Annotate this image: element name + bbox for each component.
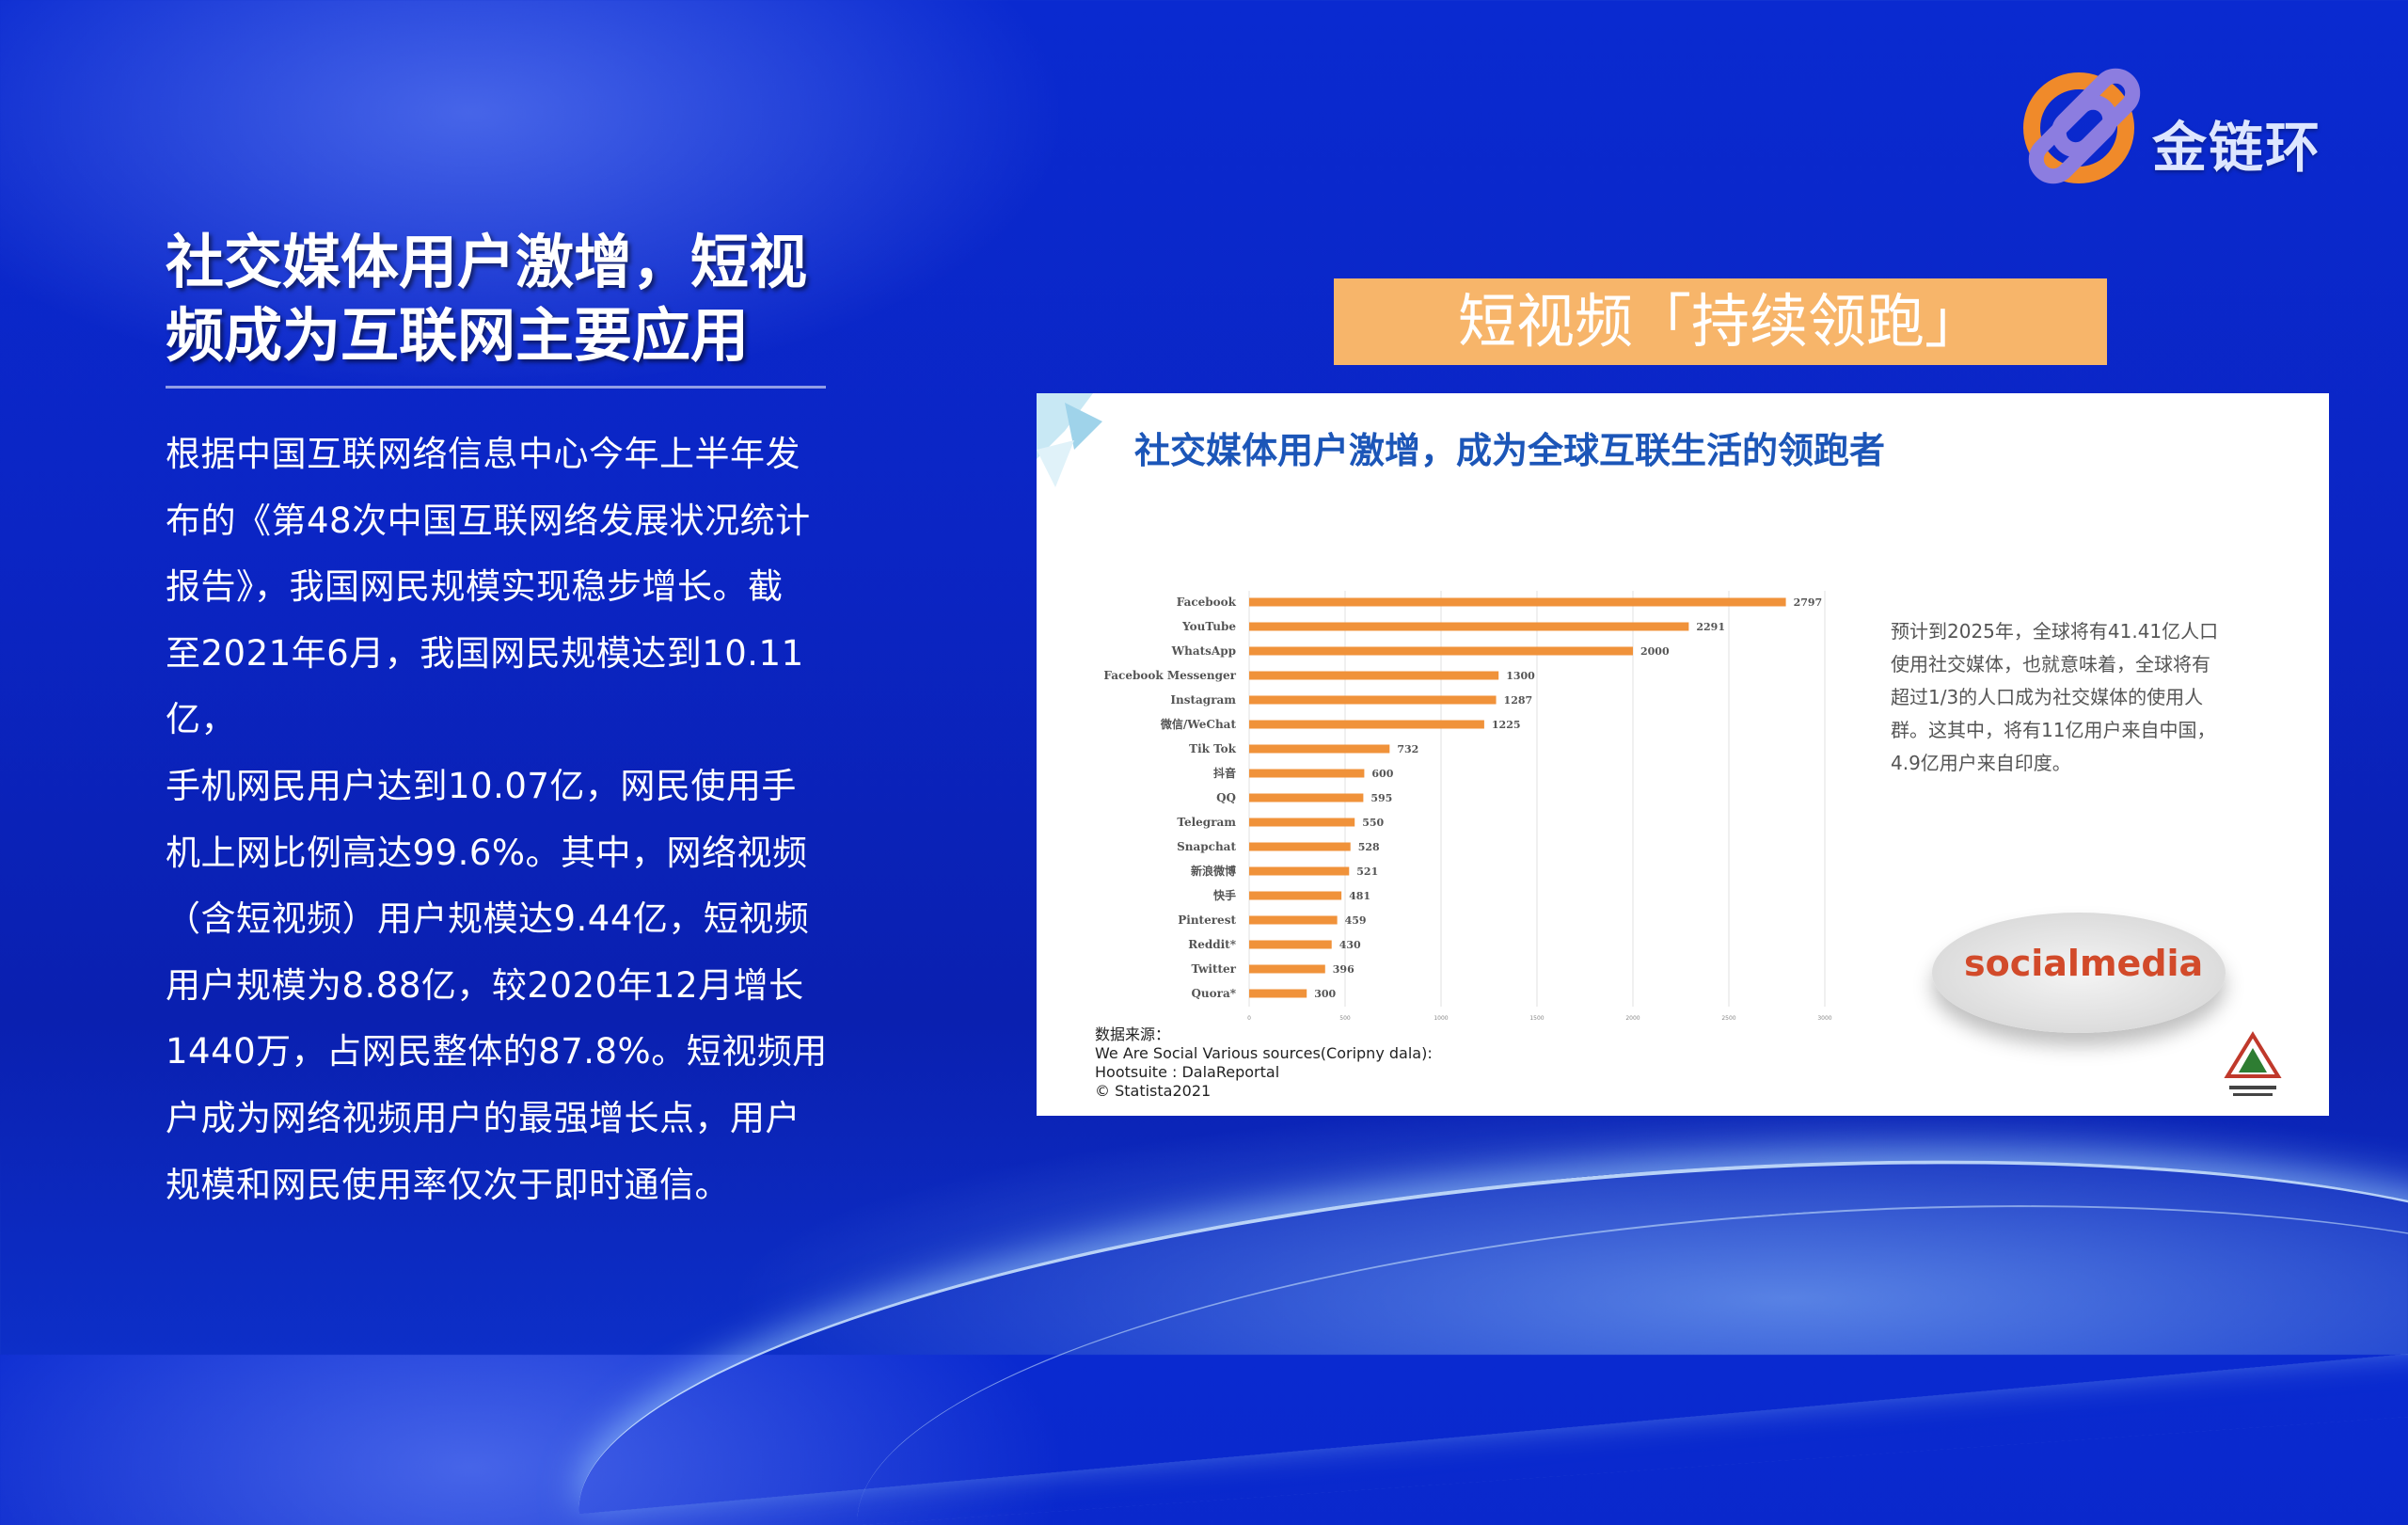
value-label: 1300 bbox=[1506, 670, 1535, 682]
category-label: Twitter bbox=[1191, 962, 1236, 976]
category-label: 微信/WeChat bbox=[1160, 717, 1237, 731]
paragraph-line: （含短视频）用户规模达9.44亿，短视频 bbox=[166, 898, 810, 940]
chart-card: 社交媒体用户激增，成为全球互联生活的领跑者 0 500 1000 1500 2000 25… bbox=[1037, 393, 2329, 1116]
value-label: 459 bbox=[1345, 914, 1367, 927]
university-emblem-icon bbox=[2224, 1031, 2282, 1096]
social-word: social bbox=[1964, 943, 2080, 984]
category-label: Quora* bbox=[1191, 987, 1236, 1000]
brand-logo: 金链环 bbox=[2020, 55, 2359, 196]
social-media-wordmark: socialmedia bbox=[1964, 943, 2203, 984]
value-label: 521 bbox=[1356, 866, 1378, 878]
page-heading: 社交媒体用户激增，短视 频成为互联网主要应用 bbox=[166, 226, 843, 373]
category-label: Tik Tok bbox=[1189, 742, 1237, 755]
bar-chart: 0 500 1000 1500 2000 2500 3000 Facebook 2797 YouT… bbox=[1103, 591, 1832, 1022]
paragraph-line: 用户规模为8.88亿，较2020年12月增长 bbox=[166, 964, 804, 1006]
paragraph-line: 报告》，我国网民规模实现稳步增长。截 bbox=[166, 566, 784, 608]
category-label: Facebook Messenger bbox=[1103, 669, 1236, 682]
value-label: 2797 bbox=[1794, 596, 1823, 609]
bar bbox=[1249, 769, 1365, 778]
bar bbox=[1249, 842, 1351, 851]
bar bbox=[1249, 915, 1338, 925]
brand-name: 金链环 bbox=[2152, 116, 2322, 180]
heading-divider bbox=[166, 386, 826, 389]
source-line: © Statista2021 bbox=[1095, 1082, 1212, 1100]
x-tick-label: 500 bbox=[1339, 1015, 1351, 1022]
category-label: Facebook bbox=[1177, 596, 1237, 609]
paragraph-line: 布的《第48次中国互联网络发展状况统计 bbox=[166, 500, 811, 541]
value-label: 2000 bbox=[1640, 645, 1670, 658]
bar bbox=[1249, 964, 1325, 974]
bar bbox=[1249, 597, 1786, 607]
value-label: 600 bbox=[1371, 768, 1393, 780]
category-label: 新浪微博 bbox=[1191, 864, 1236, 878]
value-label: 396 bbox=[1333, 963, 1354, 976]
value-label: 528 bbox=[1358, 841, 1380, 853]
category-label: Snapchat bbox=[1177, 840, 1236, 853]
bar bbox=[1249, 793, 1364, 802]
paragraph-line: 规模和网民使用率仅次于即时通信。 bbox=[166, 1164, 730, 1205]
category-label: WhatsApp bbox=[1171, 644, 1236, 658]
value-label: 550 bbox=[1362, 817, 1384, 829]
chain-link-icon bbox=[2023, 68, 2141, 184]
side-note-line: 预计到2025年，全球将有41.41亿人口 bbox=[1891, 620, 2219, 643]
paragraph-line: 至2021年6月，我国网民规模达到10.11亿， bbox=[166, 632, 804, 740]
x-tick-label: 2500 bbox=[1721, 1015, 1735, 1022]
x-tick-label: 1500 bbox=[1529, 1015, 1544, 1022]
paragraph-line: 机上网比例高达99.6%。其中，网络视频 bbox=[166, 832, 808, 873]
bar bbox=[1249, 646, 1633, 656]
source-note: 数据来源： We Are Social Various sources(Cori… bbox=[1095, 1025, 1433, 1101]
value-label: 732 bbox=[1397, 743, 1418, 755]
bar bbox=[1249, 989, 1307, 998]
side-note-line: 使用社交媒体，也就意味着，全球将有 bbox=[1891, 653, 2210, 675]
value-label: 595 bbox=[1370, 792, 1392, 804]
value-label: 2291 bbox=[1696, 621, 1725, 633]
card-title: 社交媒体用户激增，成为全球互联生活的领跑者 bbox=[1134, 430, 1886, 471]
bar bbox=[1249, 695, 1497, 705]
source-line: We Are Social Various sources(Coripny da… bbox=[1095, 1044, 1433, 1062]
source-line: 数据来源： bbox=[1095, 1025, 1171, 1043]
side-note: 预计到2025年，全球将有41.41亿人口 使用社交媒体，也就意味着，全球将有 … bbox=[1891, 615, 2267, 780]
category-label: Instagram bbox=[1170, 693, 1236, 707]
paragraph-line: 根据中国互联网络信息中心今年上半年发 bbox=[166, 434, 800, 474]
x-tick-label: 2000 bbox=[1625, 1015, 1640, 1022]
value-label: 430 bbox=[1339, 939, 1361, 951]
bar bbox=[1249, 622, 1689, 631]
corner-decoration-icon bbox=[1037, 393, 1102, 487]
value-label: 300 bbox=[1314, 988, 1336, 1000]
bar bbox=[1249, 891, 1342, 900]
bar bbox=[1249, 818, 1355, 827]
heading-line-1: 社交媒体用户激增，短视 bbox=[166, 228, 808, 296]
category-label: 抖音 bbox=[1213, 766, 1236, 780]
category-label: 快手 bbox=[1213, 888, 1236, 902]
category-label: Telegram bbox=[1177, 816, 1236, 829]
x-tick-label: 3000 bbox=[1817, 1015, 1831, 1022]
category-label: Pinterest bbox=[1178, 913, 1236, 927]
paragraph-line: 1440万，占网民整体的87.8%。短视频用 bbox=[166, 1031, 828, 1072]
bar bbox=[1249, 720, 1484, 729]
heading-line-2: 频成为互联网主要应用 bbox=[166, 301, 750, 370]
value-label: 1287 bbox=[1504, 694, 1533, 707]
x-tick-label: 0 bbox=[1247, 1015, 1251, 1022]
value-label: 481 bbox=[1349, 890, 1370, 902]
side-note-line: 群。这其中，将有11亿用户来自中国， bbox=[1891, 719, 2216, 741]
side-note-line: 超过1/3的人口成为社交媒体的使用人 bbox=[1891, 686, 2204, 708]
side-note-line: 4.9亿用户来自印度。 bbox=[1891, 752, 2071, 774]
paragraph-line: 手机网民用户达到10.07亿，网民使用手 bbox=[166, 765, 797, 806]
social-media-badge: socialmedia bbox=[1932, 913, 2226, 1033]
value-label: 1225 bbox=[1492, 719, 1521, 731]
bar bbox=[1249, 866, 1350, 876]
body-paragraph: 根据中国互联网络信息中心今年上半年发 布的《第48次中国互联网络发展状况统计 报… bbox=[166, 421, 862, 1218]
media-word: media bbox=[2079, 943, 2204, 984]
x-tick-label: 1000 bbox=[1434, 1015, 1448, 1022]
category-label: Reddit* bbox=[1188, 938, 1236, 951]
section-banner: 短视频「持续领跑」 bbox=[1334, 278, 2107, 365]
category-label: YouTube bbox=[1181, 620, 1236, 633]
paragraph-line: 户成为网络视频用户的最强增长点，用户 bbox=[166, 1097, 800, 1138]
bar bbox=[1249, 744, 1390, 754]
bar bbox=[1249, 940, 1332, 949]
source-line: Hootsuite : DalaReportal bbox=[1095, 1063, 1280, 1081]
bar bbox=[1249, 671, 1499, 680]
category-label: QQ bbox=[1216, 791, 1236, 804]
